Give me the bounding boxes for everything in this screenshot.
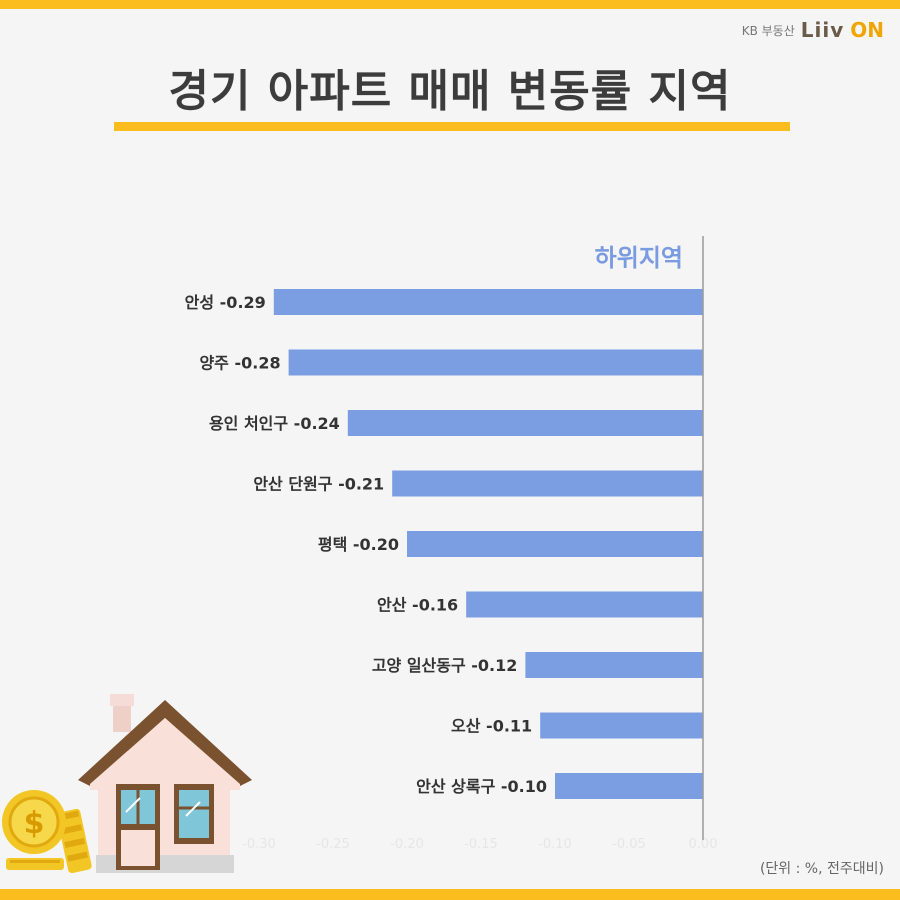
bar-8 xyxy=(540,712,703,739)
x-tick-label: -0.05 xyxy=(612,837,646,852)
svg-text:$: $ xyxy=(24,806,45,841)
brand-logo: KB 부동산 Liiv ON xyxy=(742,18,884,42)
series-label: 하위지역 xyxy=(594,244,683,272)
bar-5 xyxy=(407,531,703,557)
bar-label-2: 양주 -0.28 xyxy=(199,354,280,373)
x-tick-label: -0.30 xyxy=(242,837,276,852)
house-icon xyxy=(78,694,252,873)
bar-label-1: 안성 -0.29 xyxy=(185,293,266,312)
unit-note: (단위 : %, 전주대비) xyxy=(759,861,884,877)
top-accent-band xyxy=(0,0,900,9)
bar-4 xyxy=(392,470,703,497)
house-coin-illustration: $ xyxy=(2,694,252,874)
bar-label-5: 평택 -0.20 xyxy=(318,535,399,554)
bar-label-3: 용인 처인구 -0.24 xyxy=(209,414,340,433)
brand-liiv: Liiv xyxy=(800,18,845,42)
dollar-coin-icon: $ xyxy=(2,790,66,854)
bar-label-9: 안산 상록구 -0.10 xyxy=(416,777,547,796)
page-title: 경기 아파트 매매 변동률 지역 xyxy=(168,66,732,117)
bar-7 xyxy=(525,652,703,678)
x-tick-label: -0.20 xyxy=(390,837,424,852)
bar-label-8: 오산 -0.11 xyxy=(451,717,532,736)
bar-label-7: 고양 일산동구 -0.12 xyxy=(372,656,518,675)
bar-6 xyxy=(466,591,703,618)
x-tick-label: -0.15 xyxy=(464,837,498,852)
brand-kb: KB 부동산 xyxy=(741,23,795,38)
bar-label-6: 안산 -0.16 xyxy=(377,596,458,615)
x-tick-label: -0.10 xyxy=(538,837,572,852)
brand-on: ON xyxy=(850,18,884,42)
bar-2 xyxy=(288,349,703,376)
x-tick-label: 0.00 xyxy=(689,837,718,852)
x-tick-label: -0.25 xyxy=(316,837,350,852)
title-underline xyxy=(114,122,790,131)
bar-1 xyxy=(273,289,703,315)
bar-3 xyxy=(347,410,703,436)
bar-9 xyxy=(555,773,703,799)
bottom-accent-band xyxy=(0,889,900,900)
bar-label-4: 안산 단원구 -0.21 xyxy=(253,475,384,494)
